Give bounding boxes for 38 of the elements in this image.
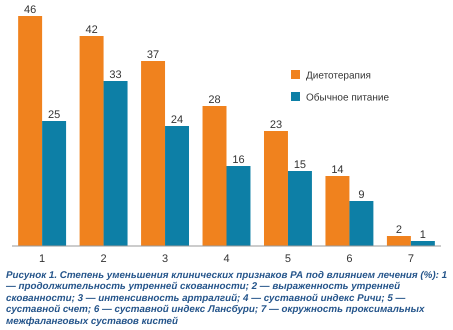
text: Рисунок 1. Степень уменьшения клинических признаков РА под влиянием лечения (%): 1 — продолжительность утренней скованности; 2 — выраженность утренней скованности; 3 — интенсивность артралгий; 4 — суставной индекс Ричи; 5 — суставной счет; 6 — суставной индекс Лансбури; 7 — окружность проксимальных межфаланговых суставов кистей	[6, 270, 448, 328]
data-label: 1	[420, 229, 426, 241]
data-label: 42	[85, 24, 98, 36]
x-tick-label: 4	[223, 253, 230, 265]
bar	[325, 176, 350, 246]
bar	[18, 16, 42, 246]
data-label: 28	[208, 94, 221, 106]
x-tick-label: 7	[408, 253, 414, 265]
x-tick-label: 6	[346, 253, 352, 265]
bar	[226, 166, 250, 246]
x-tick-label: 2	[100, 253, 107, 265]
data-label: 25	[48, 109, 60, 121]
bar	[42, 121, 66, 246]
data-label: 15	[294, 159, 306, 171]
bar	[165, 126, 190, 246]
data-label: 2	[396, 224, 402, 236]
bar	[202, 106, 226, 246]
bar	[288, 171, 312, 246]
x-tick-label: 3	[162, 253, 168, 265]
bar	[141, 61, 166, 246]
legend-label: Диетотерапия	[306, 70, 371, 82]
bar	[80, 36, 104, 246]
data-label: 37	[146, 49, 160, 61]
data-label: 33	[109, 69, 122, 81]
data-label: 16	[232, 154, 245, 166]
data-label: 9	[358, 189, 364, 201]
bar	[104, 81, 128, 246]
data-label: 23	[270, 119, 282, 131]
bar	[349, 201, 374, 246]
bar	[264, 131, 288, 246]
data-label: 46	[24, 4, 36, 16]
x-tick-label: 5	[284, 253, 292, 265]
legend-label: Обычное питание	[306, 92, 390, 104]
data-label: 14	[331, 164, 344, 176]
bar	[410, 241, 435, 246]
bar	[386, 236, 411, 246]
x-tick-label: 1	[39, 253, 46, 265]
data-label: 24	[170, 114, 184, 126]
